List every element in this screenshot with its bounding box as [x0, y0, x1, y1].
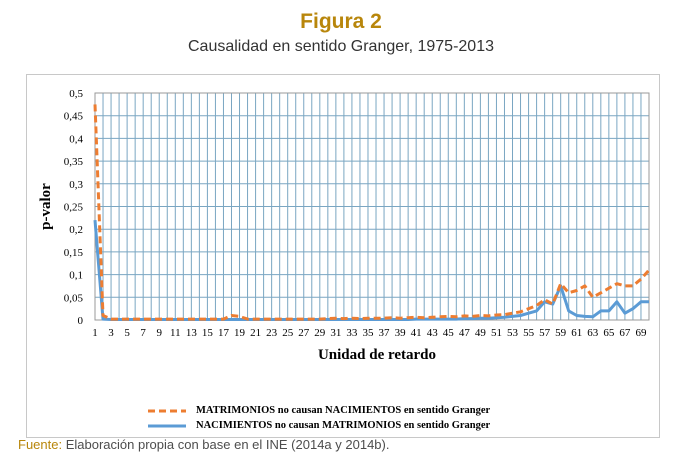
x-axis-title: Unidad de retardo [318, 347, 436, 363]
y-axis-title: p-valor [38, 183, 54, 230]
x-tick-label: 41 [411, 327, 422, 339]
x-tick-label: 21 [250, 327, 261, 339]
x-tick-label: 35 [362, 327, 374, 339]
x-tick-label: 61 [571, 327, 582, 339]
y-tick-label: 0 [78, 315, 84, 327]
x-tick-label: 27 [298, 327, 310, 339]
legend-item-matrimonios: MATRIMONIOS no causan NACIMIENTOS en sen… [148, 403, 568, 418]
y-tick-label: 0,45 [64, 111, 84, 123]
y-tick-label: 0,15 [64, 247, 84, 259]
x-tick-label: 55 [523, 327, 535, 339]
x-tick-label: 67 [619, 327, 631, 339]
x-tick-label: 33 [346, 327, 358, 339]
source-label: Fuente: [18, 437, 63, 452]
x-tick-label: 53 [507, 327, 518, 339]
x-tick-label: 5 [124, 327, 130, 339]
x-tick-label: 9 [156, 327, 162, 339]
y-tick-label: 0,2 [69, 224, 83, 236]
y-tick-label: 0,1 [69, 270, 83, 282]
x-tick-label: 51 [491, 327, 502, 339]
x-tick-label: 45 [443, 327, 455, 339]
x-tick-label: 59 [555, 327, 567, 339]
legend: MATRIMONIOS no causan NACIMIENTOS en sen… [148, 403, 568, 433]
x-tick-label: 25 [282, 327, 294, 339]
x-tick-label: 15 [202, 327, 214, 339]
x-tick-label: 57 [539, 327, 551, 339]
figure-title: Figura 2 [300, 10, 382, 33]
y-tick-label: 0,3 [69, 179, 83, 191]
y-tick-label: 0,25 [64, 202, 84, 214]
x-tick-label: 69 [635, 327, 647, 339]
x-tick-label: 11 [170, 327, 181, 339]
x-tick-label: 13 [186, 327, 198, 339]
x-tick-label: 29 [314, 327, 326, 339]
x-tick-label: 39 [395, 327, 407, 339]
x-tick-label: 49 [475, 327, 487, 339]
y-tick-label: 0,35 [64, 156, 84, 168]
x-tick-label: 7 [140, 327, 146, 339]
legend-label: NACIMIENTOS no causan MATRIMONIOS en sen… [196, 420, 491, 431]
source-text: Elaboración propia con base en el INE (2… [62, 437, 390, 452]
x-tick-label: 3 [108, 327, 114, 339]
x-tick-label: 31 [330, 327, 341, 339]
y-tick-label: 0,4 [69, 133, 83, 145]
x-tick-label: 43 [427, 327, 439, 339]
x-tick-label: 19 [234, 327, 246, 339]
legend-swatch-solid [148, 422, 186, 430]
x-tick-label: 37 [379, 327, 391, 339]
chart: 00,050,10,150,20,250,30,350,40,450,51 3 5 7… [38, 88, 651, 363]
legend-item-nacimientos: NACIMIENTOS no causan MATRIMONIOS en sen… [148, 418, 568, 433]
source-note: Fuente: Elaboración propia con base en e… [18, 437, 389, 452]
x-tick-label: 47 [459, 327, 471, 339]
figure-subtitle: Causalidad en sentido Granger, 1975-2013 [188, 38, 494, 55]
x-tick-label: 65 [603, 327, 615, 339]
x-tick-label: 17 [218, 327, 230, 339]
y-tick-label: 0,05 [64, 292, 84, 304]
x-tick-label: 63 [587, 327, 599, 339]
y-tick-label: 0,5 [69, 88, 83, 100]
x-tick-label: 23 [266, 327, 278, 339]
legend-label: MATRIMONIOS no causan NACIMIENTOS en sen… [196, 405, 491, 416]
x-tick-label: 1 [92, 327, 98, 339]
legend-swatch-dashed [148, 407, 186, 415]
